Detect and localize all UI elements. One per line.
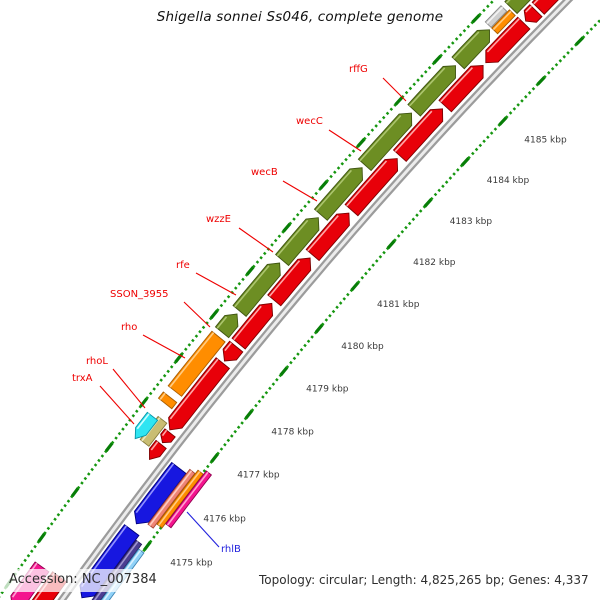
feature-highlight — [169, 358, 219, 420]
feature-green[interactable] — [451, 29, 490, 70]
feature-wecB[interactable] — [313, 167, 363, 221]
feature-highlight — [166, 471, 209, 526]
kbp-label: 4179 kbp — [306, 385, 349, 395]
gene-label-line — [186, 511, 220, 548]
feature-blue[interactable] — [134, 461, 187, 525]
kbp-label: 4182 kbp — [413, 258, 456, 268]
feature-highlight — [268, 260, 301, 297]
feature-highlight — [224, 342, 232, 352]
feature-green[interactable] — [504, 0, 556, 15]
kbp-label: 4183 kbp — [450, 217, 493, 227]
kbp-label: 4185 kbp — [524, 135, 567, 145]
topology-text: Topology: circular; Length: 4,825,265 bp… — [259, 573, 589, 587]
gene-label-wecB[interactable]: wecB — [251, 167, 278, 178]
gene-label-wecC[interactable]: wecC — [296, 116, 323, 127]
gene-label-line — [282, 180, 318, 202]
feature-highlight — [486, 6, 504, 24]
gene-label-rfe[interactable]: rfe — [176, 260, 190, 271]
feature-red[interactable] — [149, 439, 167, 460]
feature-highlight — [158, 471, 201, 526]
gene-label-wzzE[interactable]: wzzE — [206, 214, 231, 225]
gene-label-SSON_3955[interactable]: SSON_3955 — [110, 289, 169, 300]
gene-label-line — [238, 227, 274, 253]
feature-highlight — [216, 316, 228, 329]
feature-rffG[interactable] — [407, 65, 456, 117]
gene-label-line — [382, 77, 407, 102]
feature-highlight — [161, 429, 168, 437]
feature-orange[interactable] — [491, 9, 516, 35]
gene-label-line — [328, 129, 362, 152]
feature-red[interactable] — [305, 212, 350, 262]
feature-rho[interactable] — [167, 330, 226, 397]
kbp-label: 4176 kbp — [203, 514, 246, 524]
kbp-label: 4175 kbp — [170, 559, 213, 569]
feature-rings — [10, 0, 584, 600]
gene-label-trxA[interactable]: trxA — [72, 373, 93, 384]
feature-highlight — [315, 169, 353, 212]
feature-wecC[interactable] — [357, 112, 413, 172]
gene-label-line — [99, 385, 135, 425]
feature-highlight — [408, 67, 446, 107]
feature-highlight — [492, 10, 512, 31]
map-title: Shigella sonnei Ss046, complete genome — [156, 9, 444, 25]
gene-label-line — [195, 272, 237, 296]
status-bar: Accession: NC_007384 Topology: circular;… — [0, 569, 600, 592]
gene-label-rhlB[interactable]: rhlB — [221, 544, 241, 555]
feature-highlight — [233, 305, 262, 341]
feature-highlight — [440, 67, 473, 103]
feature-red[interactable] — [267, 257, 312, 307]
feature-highlight — [394, 110, 433, 152]
gene-label-rho[interactable]: rho — [121, 322, 137, 333]
feature-highlight — [136, 413, 150, 430]
feature-highlight — [346, 160, 388, 207]
feature-red[interactable] — [531, 0, 584, 15]
feature-highlight — [525, 5, 532, 13]
feature-highlight — [276, 219, 309, 257]
feature-red[interactable] — [438, 65, 484, 113]
feature-highlight — [359, 114, 402, 162]
accession-text: Accession: NC_007384 — [9, 572, 157, 587]
backbone-arc — [57, 0, 574, 600]
feature-highlight — [307, 215, 339, 252]
kbp-label: 4184 kbp — [487, 176, 530, 186]
feature-highlight — [149, 470, 193, 526]
gene-label-line — [183, 301, 211, 328]
feature-highlight — [159, 392, 166, 400]
feature-highlight — [234, 265, 270, 308]
feature-red[interactable] — [231, 302, 274, 350]
feature-highlight — [135, 463, 175, 514]
feature-rhoL[interactable] — [157, 391, 178, 410]
gene-label-line — [142, 334, 186, 359]
feature-red[interactable] — [344, 158, 399, 217]
gene-label-rhoL[interactable]: rhoL — [86, 356, 108, 367]
gene-label-line — [112, 368, 146, 409]
feature-red[interactable] — [485, 16, 531, 64]
kbp-label: 4177 kbp — [237, 471, 280, 481]
kbp-labels: 4175 kbp 4176 kbp 4177 kbp 4178 kbp 4179 kbp… — [170, 135, 567, 568]
kbp-label: 4181 kbp — [377, 300, 420, 310]
feature-wzzE[interactable] — [274, 217, 320, 267]
feature-red[interactable] — [168, 357, 231, 431]
feature-highlight — [486, 18, 520, 53]
feature-SSON_3955[interactable] — [214, 313, 239, 339]
feature-trxA[interactable] — [134, 411, 159, 440]
feature-highlight — [150, 441, 159, 451]
feature-red[interactable] — [392, 108, 444, 163]
feature-highlight — [169, 332, 215, 388]
feature-highlight — [453, 31, 480, 60]
kbp-label: 4180 kbp — [341, 342, 384, 352]
feature-rfe[interactable] — [232, 262, 281, 318]
feature-silver[interactable] — [484, 5, 508, 29]
kbp-label: 4178 kbp — [271, 427, 314, 437]
gene-label-rffG[interactable]: rffG — [349, 64, 368, 75]
backbone-arc-core — [60, 0, 571, 600]
